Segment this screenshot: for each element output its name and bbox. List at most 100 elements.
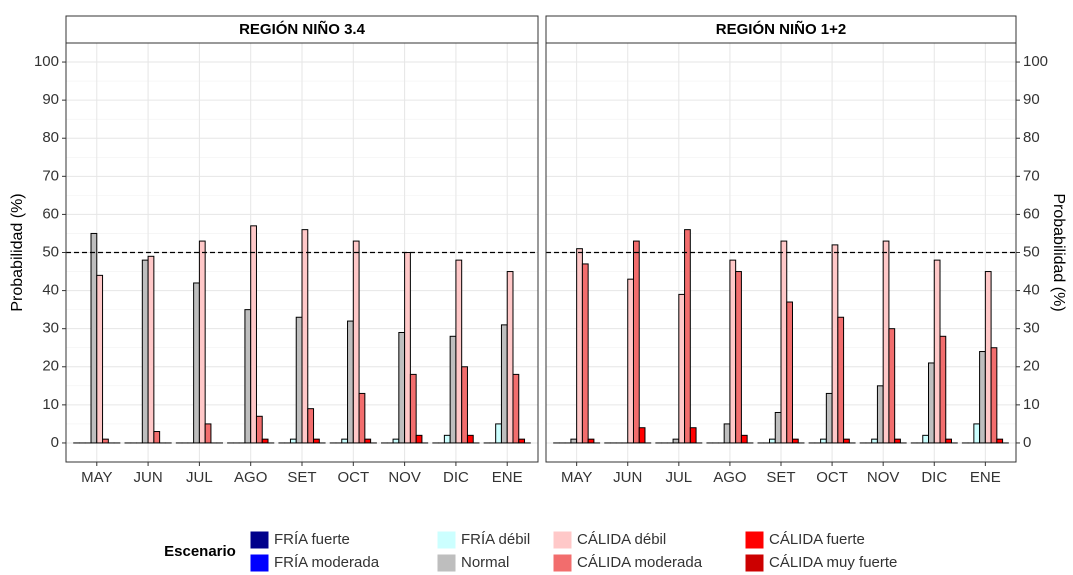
x-tick-label: DIC xyxy=(921,469,947,486)
x-tick-label: OCT xyxy=(816,469,848,486)
y-tick-label: 20 xyxy=(42,358,59,375)
y2-axis-label: Probabilidad (%) xyxy=(1050,193,1067,311)
x-tick-label: ENE xyxy=(970,469,1001,486)
bar xyxy=(147,255,155,444)
x-tick-label: JUL xyxy=(186,469,213,486)
bar xyxy=(90,232,98,444)
bar xyxy=(825,392,833,444)
bar xyxy=(939,335,947,444)
bar xyxy=(198,240,206,444)
bar xyxy=(352,240,360,444)
bar xyxy=(153,431,161,444)
bar xyxy=(996,438,1004,444)
bar xyxy=(193,282,200,444)
legend-title: Escenario xyxy=(164,543,236,560)
x-tick-label: JUN xyxy=(613,469,642,486)
bar xyxy=(888,328,896,444)
panel-title: REGIÓN NIÑO 3.4 xyxy=(239,20,366,38)
bar xyxy=(984,271,992,444)
y-tick-label: 100 xyxy=(34,53,59,70)
bar xyxy=(933,259,941,444)
bar xyxy=(244,309,252,444)
bar xyxy=(449,335,457,444)
y-tick-label: 0 xyxy=(51,434,59,451)
bar xyxy=(922,434,930,444)
bar xyxy=(791,438,799,444)
x-tick-label: SET xyxy=(287,469,316,486)
bar xyxy=(576,248,583,444)
x-tick-label: AGO xyxy=(713,469,746,486)
bar xyxy=(341,438,349,444)
bar xyxy=(466,434,474,444)
legend-key xyxy=(249,530,270,550)
bar xyxy=(461,366,468,444)
bar xyxy=(581,263,589,444)
bar xyxy=(990,347,998,444)
bar xyxy=(876,385,884,444)
y2-tick-label: 70 xyxy=(1023,167,1040,184)
x-tick-label: JUL xyxy=(665,469,692,486)
bar xyxy=(500,324,508,444)
legend-label: CÁLIDA muy fuerte xyxy=(769,554,897,571)
bar xyxy=(729,259,737,444)
y2-tick-label: 90 xyxy=(1023,91,1040,108)
y2-tick-label: 10 xyxy=(1023,396,1040,413)
bar xyxy=(443,434,451,444)
y2-tick-label: 80 xyxy=(1023,129,1040,146)
legend-key xyxy=(744,553,765,573)
y2-tick-label: 30 xyxy=(1023,320,1040,337)
bar xyxy=(455,259,463,444)
bar xyxy=(740,434,748,444)
legend-key xyxy=(552,553,573,573)
bar xyxy=(973,423,981,444)
y2-tick-label: 40 xyxy=(1023,282,1040,299)
x-tick-label: NOV xyxy=(867,469,900,486)
y-axis-label: Probabilidad (%) xyxy=(9,193,26,311)
bar xyxy=(570,438,578,444)
bar xyxy=(404,252,411,444)
x-tick-label: JUN xyxy=(134,469,163,486)
y2-tick-label: 0 xyxy=(1023,434,1031,451)
bar xyxy=(289,438,297,444)
bar xyxy=(882,240,890,444)
x-tick-label: MAY xyxy=(81,469,112,486)
y-tick-label: 30 xyxy=(42,320,59,337)
x-tick-label: NOV xyxy=(388,469,421,486)
y-tick-label: 10 xyxy=(42,396,59,413)
bar xyxy=(774,411,782,444)
panel-title: REGIÓN NIÑO 1+2 xyxy=(716,20,846,38)
y-tick-label: 50 xyxy=(42,243,59,260)
x-tick-label: AGO xyxy=(234,469,267,486)
bar xyxy=(786,301,793,444)
bar xyxy=(723,423,731,444)
x-tick-label: SET xyxy=(766,469,795,486)
legend-label: FRÍA moderada xyxy=(274,554,380,571)
bar xyxy=(837,316,845,444)
legend-label: CÁLIDA débil xyxy=(577,531,666,548)
x-tick-label: ENE xyxy=(492,469,523,486)
bar xyxy=(307,408,315,444)
legend-key xyxy=(436,530,457,550)
bar xyxy=(843,438,850,444)
strip xyxy=(545,15,1017,44)
y2-tick-label: 50 xyxy=(1023,243,1040,260)
y-tick-label: 90 xyxy=(42,91,59,108)
y-tick-label: 80 xyxy=(42,129,59,146)
legend-label: FRÍA débil xyxy=(461,531,530,548)
bar xyxy=(632,240,640,444)
bar xyxy=(495,423,502,444)
legend-label: CÁLIDA moderada xyxy=(577,554,703,571)
bar xyxy=(769,438,776,444)
bar xyxy=(141,259,149,444)
y2-tick-label: 20 xyxy=(1023,358,1040,375)
x-tick-label: DIC xyxy=(443,469,469,486)
bar xyxy=(261,438,269,444)
y-tick-label: 70 xyxy=(42,167,59,184)
bar xyxy=(871,438,878,444)
bar xyxy=(587,438,595,444)
bar xyxy=(102,438,109,444)
bar xyxy=(364,438,372,444)
bar xyxy=(672,438,680,444)
bar xyxy=(689,427,697,444)
